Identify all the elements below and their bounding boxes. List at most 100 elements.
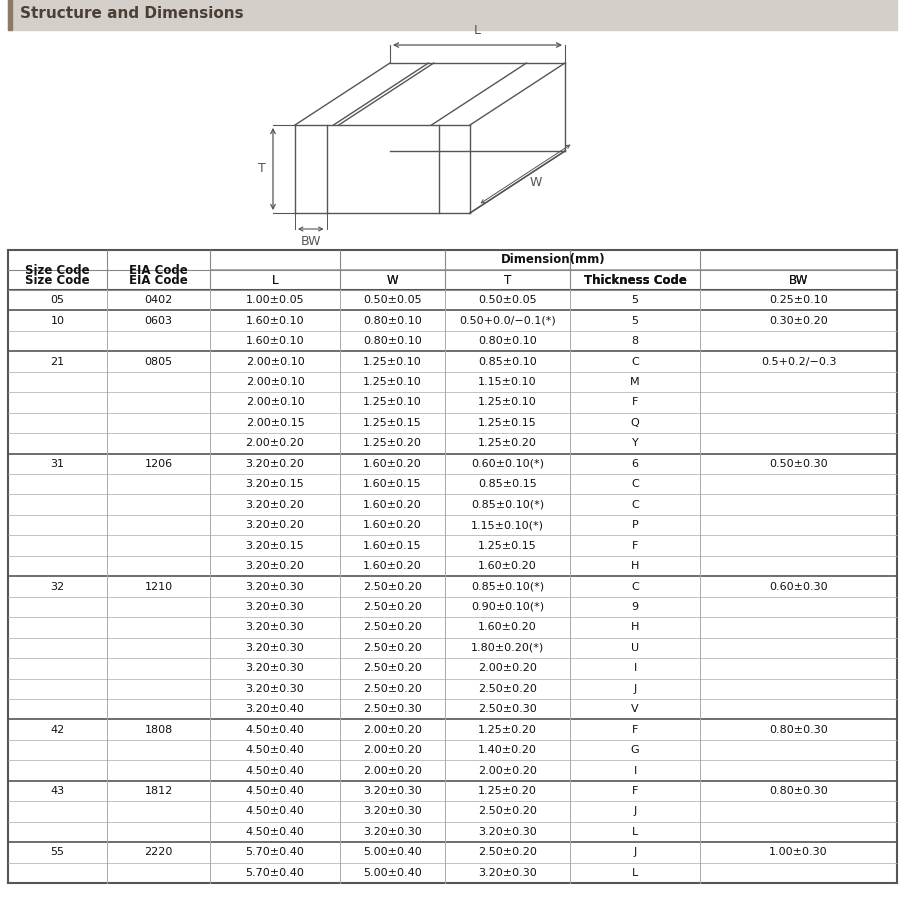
Text: 0.80±0.30: 0.80±0.30 xyxy=(769,725,828,735)
Text: 0603: 0603 xyxy=(145,316,173,326)
Text: I: I xyxy=(634,663,636,673)
Text: 05: 05 xyxy=(51,295,64,305)
Text: 0.50+0.0/−0.1(*): 0.50+0.0/−0.1(*) xyxy=(459,316,556,326)
Text: 1.25±0.10: 1.25±0.10 xyxy=(363,377,422,387)
Text: 55: 55 xyxy=(51,847,64,857)
Text: BW: BW xyxy=(789,273,808,287)
Text: 5: 5 xyxy=(632,295,639,305)
Text: 4.50±0.40: 4.50±0.40 xyxy=(245,827,304,837)
Text: 0.85±0.10(*): 0.85±0.10(*) xyxy=(471,500,544,510)
Text: 0.30±0.20: 0.30±0.20 xyxy=(769,316,828,326)
Text: 2.50±0.30: 2.50±0.30 xyxy=(478,704,537,714)
Text: Structure and Dimensions: Structure and Dimensions xyxy=(20,6,243,21)
Bar xyxy=(8,0,12,30)
Text: 1.15±0.10: 1.15±0.10 xyxy=(478,377,537,387)
Text: G: G xyxy=(631,745,639,755)
Text: 2.00±0.20: 2.00±0.20 xyxy=(478,766,537,776)
Text: 2.00±0.20: 2.00±0.20 xyxy=(363,725,422,735)
Text: 1.25±0.15: 1.25±0.15 xyxy=(478,540,537,550)
Text: 3.20±0.30: 3.20±0.30 xyxy=(245,643,304,653)
Text: 2.50±0.20: 2.50±0.20 xyxy=(363,582,422,592)
Text: 2.50±0.20: 2.50±0.20 xyxy=(363,663,422,673)
Text: 0.80±0.10: 0.80±0.10 xyxy=(478,336,537,346)
Text: I: I xyxy=(634,766,636,776)
Text: 2.00±0.20: 2.00±0.20 xyxy=(363,766,422,776)
Text: 1.15±0.10(*): 1.15±0.10(*) xyxy=(471,520,544,530)
Text: 1.60±0.20: 1.60±0.20 xyxy=(363,520,422,530)
Text: Y: Y xyxy=(632,438,638,448)
Text: 1.60±0.20: 1.60±0.20 xyxy=(363,459,422,469)
Text: 5.70±0.40: 5.70±0.40 xyxy=(245,868,304,878)
Text: 21: 21 xyxy=(51,357,64,367)
Text: F: F xyxy=(632,540,638,550)
Text: 1.25±0.20: 1.25±0.20 xyxy=(478,725,537,735)
Text: 0805: 0805 xyxy=(145,357,173,367)
Text: 1.60±0.10: 1.60±0.10 xyxy=(245,316,304,326)
Text: 1.60±0.15: 1.60±0.15 xyxy=(363,480,422,490)
Text: Dimension(mm): Dimension(mm) xyxy=(501,253,605,266)
Text: 1.60±0.10: 1.60±0.10 xyxy=(245,336,304,346)
Text: W: W xyxy=(529,176,542,188)
Text: L: L xyxy=(474,24,481,37)
Text: EIA Code: EIA Code xyxy=(129,263,188,277)
Text: 2.50±0.20: 2.50±0.20 xyxy=(363,623,422,633)
Text: L: L xyxy=(272,273,278,287)
Text: Q: Q xyxy=(631,418,639,428)
Text: 0.5+0.2/−0.3: 0.5+0.2/−0.3 xyxy=(761,357,836,367)
Text: C: C xyxy=(631,582,639,592)
Text: 0.60±0.10(*): 0.60±0.10(*) xyxy=(471,459,544,469)
Text: C: C xyxy=(631,500,639,510)
Text: V: V xyxy=(631,704,639,714)
Text: 3.20±0.30: 3.20±0.30 xyxy=(478,868,537,878)
Text: 2.50±0.20: 2.50±0.20 xyxy=(363,643,422,653)
Text: C: C xyxy=(631,357,639,367)
Text: T: T xyxy=(258,163,266,176)
Text: 8: 8 xyxy=(632,336,639,346)
Text: 6: 6 xyxy=(632,459,639,469)
Text: 3.20±0.15: 3.20±0.15 xyxy=(245,480,304,490)
Text: 2.50±0.20: 2.50±0.20 xyxy=(478,847,537,857)
Text: 0.80±0.10: 0.80±0.10 xyxy=(363,336,422,346)
Text: 5.00±0.40: 5.00±0.40 xyxy=(363,847,422,857)
Text: 2.00±0.10: 2.00±0.10 xyxy=(245,357,304,367)
Text: 1.80±0.20(*): 1.80±0.20(*) xyxy=(471,643,544,653)
Text: BW: BW xyxy=(789,273,808,287)
Text: P: P xyxy=(632,520,638,530)
Text: L: L xyxy=(632,868,638,878)
Text: 0.25±0.10: 0.25±0.10 xyxy=(769,295,828,305)
Text: 5.70±0.40: 5.70±0.40 xyxy=(245,847,304,857)
Text: BW: BW xyxy=(300,235,321,248)
Text: 42: 42 xyxy=(51,725,64,735)
Text: 1.40±0.20: 1.40±0.20 xyxy=(478,745,537,755)
Text: 32: 32 xyxy=(51,582,64,592)
Text: 1.25±0.10: 1.25±0.10 xyxy=(363,397,422,407)
Text: 2.00±0.20: 2.00±0.20 xyxy=(245,438,304,448)
Text: W: W xyxy=(386,273,398,287)
Text: 1.25±0.10: 1.25±0.10 xyxy=(363,357,422,367)
Text: Thickness Code: Thickness Code xyxy=(584,273,686,287)
Text: 2.50±0.20: 2.50±0.20 xyxy=(478,806,537,816)
Text: F: F xyxy=(632,786,638,796)
Text: W: W xyxy=(386,273,398,287)
Text: 1.60±0.15: 1.60±0.15 xyxy=(363,540,422,550)
Text: 3.20±0.30: 3.20±0.30 xyxy=(363,806,422,816)
Text: 1.60±0.20: 1.60±0.20 xyxy=(363,561,422,571)
Text: Size Code: Size Code xyxy=(25,273,90,287)
Text: 3.20±0.30: 3.20±0.30 xyxy=(245,684,304,694)
Text: 0.60±0.30: 0.60±0.30 xyxy=(769,582,828,592)
Text: H: H xyxy=(631,623,639,633)
Text: 1.25±0.20: 1.25±0.20 xyxy=(478,438,537,448)
Text: 3.20±0.30: 3.20±0.30 xyxy=(478,827,537,837)
Text: T: T xyxy=(504,273,511,287)
Text: J: J xyxy=(634,684,636,694)
Text: 3.20±0.30: 3.20±0.30 xyxy=(363,786,422,796)
Text: 1.25±0.15: 1.25±0.15 xyxy=(478,418,537,428)
Text: 31: 31 xyxy=(51,459,64,469)
Text: 2.50±0.20: 2.50±0.20 xyxy=(478,684,537,694)
Text: 3.20±0.30: 3.20±0.30 xyxy=(245,602,304,612)
Text: 2.00±0.10: 2.00±0.10 xyxy=(245,377,304,387)
Text: 3.20±0.30: 3.20±0.30 xyxy=(245,582,304,592)
Bar xyxy=(8,0,897,30)
Text: L: L xyxy=(632,827,638,837)
Text: 1808: 1808 xyxy=(145,725,173,735)
